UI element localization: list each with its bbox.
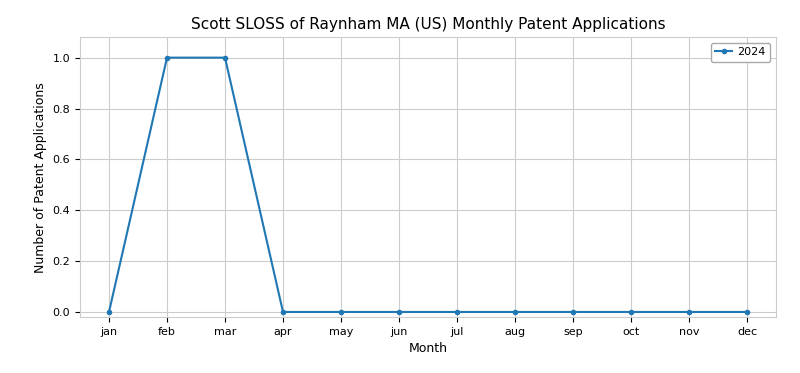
2024 [684, 310, 694, 314]
Y-axis label: Number of Patent Applications: Number of Patent Applications [34, 82, 47, 273]
Title: Scott SLOSS of Raynham MA (US) Monthly Patent Applications: Scott SLOSS of Raynham MA (US) Monthly P… [190, 17, 666, 32]
2024 [278, 310, 288, 314]
Legend: 2024: 2024 [711, 43, 770, 62]
X-axis label: Month: Month [409, 342, 447, 355]
2024 [626, 310, 636, 314]
2024 [742, 310, 752, 314]
2024 [162, 56, 172, 60]
2024 [220, 56, 230, 60]
2024 [104, 310, 114, 314]
2024 [568, 310, 578, 314]
Line: 2024: 2024 [107, 56, 749, 314]
2024 [452, 310, 462, 314]
2024 [510, 310, 520, 314]
2024 [336, 310, 346, 314]
2024 [394, 310, 404, 314]
